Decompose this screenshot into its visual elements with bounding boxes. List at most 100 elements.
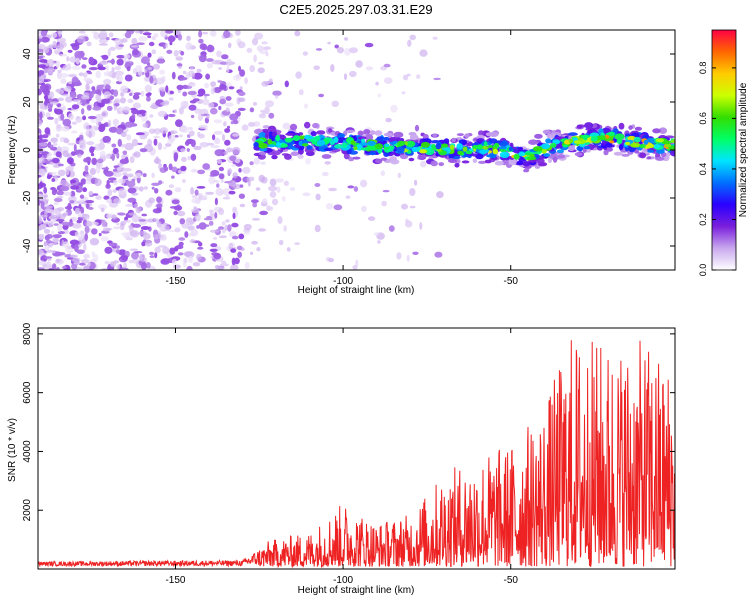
spectrogram-noise-cell: [142, 173, 147, 178]
spectrogram-noise-cell: [227, 168, 233, 175]
spectrogram-noise-cell: [48, 171, 58, 175]
spectrogram-noise-cell: [53, 223, 59, 226]
spectrogram-noise-cell: [134, 30, 140, 34]
spectrogram-noise-cell: [401, 203, 408, 210]
spectrogram-noise-cell: [204, 124, 208, 132]
spectrogram-noise-cell: [116, 58, 124, 66]
spectrogram-signal-cell: [545, 138, 552, 144]
spectrogram-noise-cell: [113, 179, 118, 186]
spectrogram-noise-cell: [202, 194, 208, 198]
spectrogram-noise-cell: [137, 109, 147, 114]
spectrogram-noise-cell: [40, 30, 47, 37]
spectrogram-noise-cell: [367, 216, 376, 221]
spectrogram-noise-cell: [238, 97, 246, 103]
spectrogram-noise-cell: [81, 95, 90, 100]
spectrogram-noise-cell: [122, 88, 128, 94]
spectrogram-noise-cell: [303, 103, 309, 109]
spectrogram-noise-cell: [261, 81, 270, 87]
spectrogram-noise-cell: [78, 138, 86, 147]
spectrogram-noise-cell: [98, 204, 108, 210]
spectrogram-noise-cell: [138, 186, 144, 192]
spectrogram-noise-cell: [188, 130, 195, 137]
spectrogram-noise-cell: [165, 42, 169, 49]
spectrogram-noise-cell: [110, 261, 117, 268]
spectrogram-signal-cell: [284, 153, 292, 160]
spectrogram-signal-cell: [661, 140, 672, 145]
snr-y-tick-label: 6000: [22, 381, 33, 404]
spectrogram-noise-cell: [257, 67, 265, 74]
spectrogram-signal-cell: [276, 142, 281, 147]
spectrogram-noise-cell: [190, 153, 197, 161]
spectrogram-noise-cell: [39, 59, 48, 63]
spectrogram-noise-cell: [173, 152, 179, 160]
snr-y-tick-label: 2000: [22, 499, 33, 522]
spectrogram-noise-cell: [85, 174, 91, 177]
spectrogram-noise-cell: [77, 232, 84, 240]
spectrogram-noise-cell: [116, 245, 120, 249]
spectrogram-noise-cell: [189, 100, 197, 104]
spectrogram-signal-cell: [499, 151, 510, 158]
spectrogram-signal-cell: [363, 129, 371, 135]
spectrogram-noise-cell: [283, 225, 287, 232]
spectrogram-signal-cell: [451, 137, 456, 143]
spectrogram-signal-cell: [633, 143, 641, 148]
spectrogram-noise-cell: [375, 81, 379, 86]
spectrogram-noise-cell: [79, 194, 85, 199]
spectrogram-noise-cell: [238, 168, 242, 173]
snr-x-ticks: -150 -100 -50: [165, 328, 518, 586]
spectrogram-noise-cell: [49, 101, 59, 105]
spectrogram-noise-cell: [210, 81, 217, 87]
spectrogram-noise-cell: [60, 88, 65, 91]
spectrogram-noise-cell: [409, 34, 417, 41]
spectrogram-y-tick-label: -20: [22, 190, 33, 205]
spectrogram-noise-cell: [44, 127, 51, 135]
spectrogram-noise-cell: [214, 149, 224, 157]
spectrogram-signal-cell: [417, 153, 427, 159]
spectrogram-noise-cell: [57, 43, 64, 51]
spectrogram-x-tick-label: -150: [165, 276, 185, 287]
spectrogram-noise-cell: [132, 48, 139, 56]
spectrogram-noise-cell: [353, 186, 359, 192]
spectrogram-noise-cell: [173, 109, 177, 114]
spectrogram-noise-cell: [157, 110, 168, 117]
spectrogram-signal-cell: [273, 150, 281, 156]
spectrogram-signal-cell: [658, 127, 668, 134]
spectrogram-noise-cell: [191, 208, 200, 213]
spectrogram-noise-cell: [210, 243, 218, 248]
spectrogram-signal-cell: [478, 130, 484, 136]
spectrogram-noise-cell: [344, 48, 351, 56]
spectrogram-signal-cell: [478, 160, 487, 164]
spectrogram-noise-cell: [214, 137, 221, 145]
colorbar: 0.0 0.2 0.4 0.6 0.8 Normalized spectral ampl…: [698, 29, 749, 276]
spectrogram-noise-cell: [238, 193, 245, 199]
spectrogram-noise-cell: [80, 178, 87, 185]
snr-x-label: Height of straight line (km): [298, 585, 415, 596]
spectrogram-noise-cell: [237, 251, 243, 258]
spectrogram-noise-cell: [77, 153, 82, 158]
spectrogram-signal-cell: [316, 139, 326, 146]
spectrogram-noise-cell: [232, 172, 238, 179]
spectrogram-noise-cell: [230, 248, 237, 253]
spectrogram-noise-cell: [44, 94, 48, 101]
spectrogram-noise-cell: [295, 71, 302, 79]
spectrogram-noise-cell: [216, 183, 220, 188]
spectrogram-noise-cell: [48, 219, 53, 228]
spectrogram-noise-cell: [133, 151, 141, 158]
spectrogram-noise-cell: [38, 153, 43, 159]
spectrogram-noise-cell: [64, 254, 72, 258]
spectrogram-noise-cell: [434, 251, 443, 258]
spectrogram-noise-cell: [233, 74, 242, 81]
spectrogram-noise-cell: [78, 199, 85, 203]
spectrogram-noise-cell: [58, 53, 68, 57]
spectrogram-noise-cell: [235, 209, 239, 218]
spectrogram-noise-cell: [50, 137, 58, 143]
spectrogram-noise-cell: [51, 250, 56, 254]
spectrogram-noise-cell: [42, 134, 49, 139]
spectrogram-noise-cell: [406, 254, 410, 262]
spectrogram-signal-cell: [411, 146, 420, 153]
spectrogram-noise-cell: [238, 65, 241, 72]
spectrogram-noise-cell: [101, 110, 109, 118]
spectrogram-noise-cell: [84, 200, 95, 204]
spectrogram-noise-cell: [210, 86, 215, 95]
spectrogram-noise-cell: [124, 121, 134, 128]
